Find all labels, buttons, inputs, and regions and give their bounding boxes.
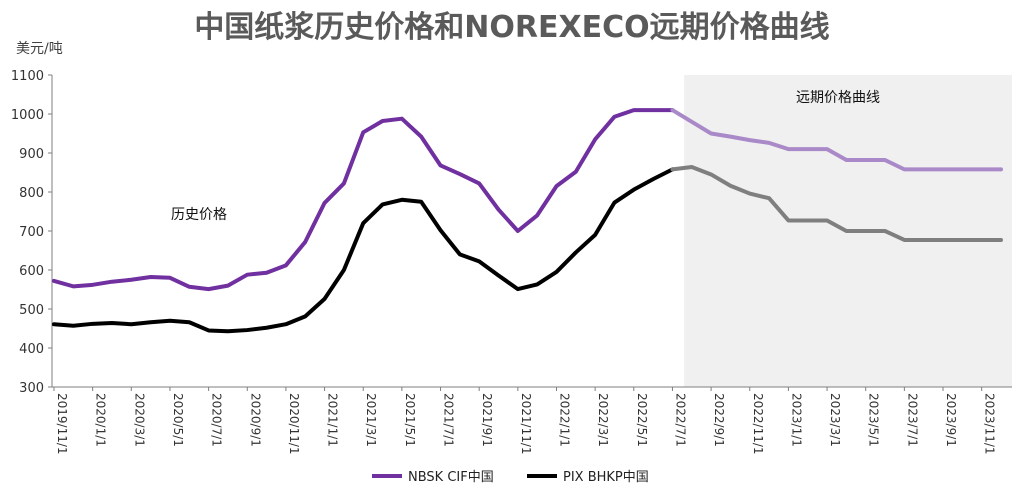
x-tick-label: 2022/5/1 <box>635 393 649 447</box>
x-tick-label: 2021/7/1 <box>442 393 456 447</box>
x-tick-label: 2020/11/1 <box>287 393 301 455</box>
x-tick-label: 2021/11/1 <box>519 393 533 455</box>
x-tick-label: 2022/7/1 <box>673 393 687 447</box>
x-tick-label: 2020/1/1 <box>94 393 108 447</box>
y-tick-label: 1000 <box>11 108 44 123</box>
x-tick-label: 2023/7/1 <box>905 393 919 447</box>
y-tick-label: 400 <box>19 342 44 357</box>
x-tick-label: 2021/9/1 <box>480 393 494 447</box>
chart-title: 中国纸浆历史价格和NOREXECO远期价格曲线 <box>194 10 830 45</box>
series-0-history-line <box>52 108 675 292</box>
x-tick-label: 2022/3/1 <box>596 393 610 447</box>
y-axis-unit-label: 美元/吨 <box>16 41 63 57</box>
forecast-region-label: 远期价格曲线 <box>796 90 880 106</box>
x-tick-label: 2020/5/1 <box>171 393 185 447</box>
x-tick-label: 2022/9/1 <box>712 393 726 447</box>
history-region-label: 历史价格 <box>171 207 227 223</box>
series-0-forecast-line <box>670 108 1003 172</box>
x-tick-label: 2023/5/1 <box>867 393 881 447</box>
legend-label-0: NBSK CIF中国 <box>408 470 494 485</box>
x-tick-label: 2023/9/1 <box>944 393 958 447</box>
x-tick-label: 2020/3/1 <box>132 393 146 447</box>
x-tick-label: 2023/1/1 <box>789 393 803 447</box>
x-tick-label: 2023/3/1 <box>828 393 842 447</box>
series-1-forecast-line <box>670 165 1003 242</box>
x-tick-label: 2020/7/1 <box>210 393 224 447</box>
x-tick-label: 2019/11/1 <box>55 393 69 455</box>
y-tick-label: 600 <box>19 264 44 279</box>
y-tick-label: 700 <box>19 225 44 240</box>
legend-label-1: PIX BHKP中国 <box>563 470 649 485</box>
y-tick-label: 900 <box>19 147 44 162</box>
x-tick-label: 2021/5/1 <box>403 393 417 447</box>
y-tick-label: 500 <box>19 303 44 318</box>
y-tick-label: 1100 <box>11 69 44 84</box>
x-tick-label: 2022/11/1 <box>751 393 765 455</box>
series-1-history-line <box>52 167 675 334</box>
y-tick-label: 800 <box>19 186 44 201</box>
x-tick-label: 2021/1/1 <box>326 393 340 447</box>
y-tick-label: 300 <box>19 381 44 396</box>
x-tick-label: 2023/11/1 <box>983 393 997 455</box>
x-tick-label: 2020/9/1 <box>248 393 262 447</box>
x-tick-label: 2022/1/1 <box>557 393 571 447</box>
x-tick-label: 2021/3/1 <box>364 393 378 447</box>
